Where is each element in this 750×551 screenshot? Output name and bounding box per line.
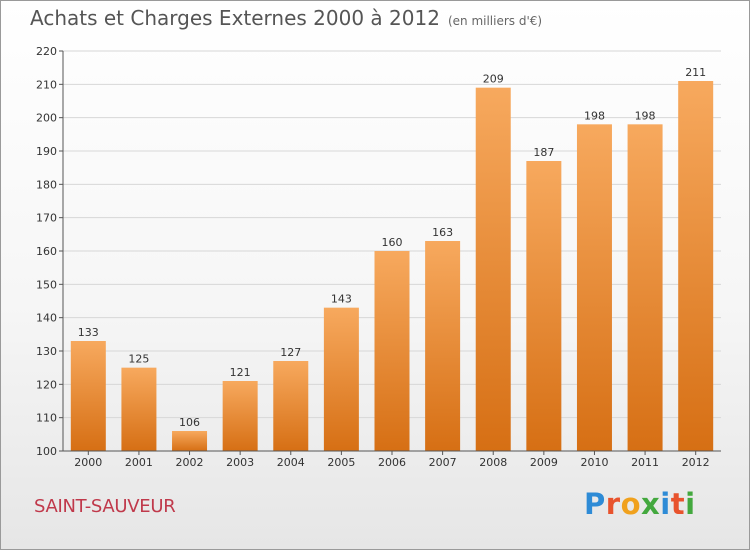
bar-2004 [273,361,309,451]
location-name: SAINT-SAUVEUR [34,496,176,517]
chart-title: Achats et Charges Externes 2000 à 2012 (e… [30,6,542,30]
logo-letter: x [641,487,661,521]
x-tick-label: 2004 [277,456,305,469]
logo-letter: P [584,487,606,521]
bar-2006 [374,251,410,451]
value-label: 187 [533,146,554,159]
y-tick-label: 220 [36,45,57,58]
value-label: 143 [331,293,352,306]
y-tick-label: 130 [36,345,57,358]
y-tick-label: 110 [36,412,57,425]
x-tick-label: 2005 [327,456,355,469]
proxiti-logo: Proxiti [584,487,696,521]
x-tick-label: 2010 [580,456,608,469]
x-tick-label: 2002 [176,456,204,469]
y-tick-label: 120 [36,378,57,391]
value-label: 209 [483,73,504,86]
x-tick-label: 2000 [74,456,102,469]
axes [59,50,721,455]
value-label: 125 [128,353,149,366]
value-label: 211 [685,66,706,79]
y-tick-label: 160 [36,245,57,258]
bar-2002 [172,431,208,451]
bar-2008 [475,87,511,452]
x-tick-label: 2003 [226,456,254,469]
x-tick-label: 2006 [378,456,406,469]
y-tick-label: 180 [36,178,57,191]
bar-2000 [70,341,106,451]
bar-2001 [121,367,157,451]
value-label: 198 [635,109,656,122]
bar-2010 [576,124,612,451]
labels: 100 110 120 130 140 150 160 170 180 190 200 210 220 1… [36,45,710,469]
y-tick-label: 170 [36,212,57,225]
bar-2007 [425,241,461,451]
bar-2003 [222,381,258,451]
logo-letter: o [620,487,642,521]
chart-subtitle: (en milliers d'€) [447,14,543,28]
value-label: 121 [230,366,251,379]
value-label: 160 [382,236,403,249]
bar-2011 [627,124,663,451]
bar-2005 [323,307,359,451]
x-tick-label: 2012 [682,456,710,469]
y-tick-label: 140 [36,312,57,325]
value-label: 127 [280,346,301,359]
logo-letter: t [670,487,686,521]
y-tick-label: 190 [36,145,57,158]
value-label: 106 [179,416,200,429]
y-tick-label: 210 [36,78,57,91]
logo-letter: i [660,487,671,521]
x-tick-label: 2001 [125,456,153,469]
value-label: 133 [78,326,99,339]
value-label: 198 [584,109,605,122]
bar-2009 [526,161,562,451]
y-tick-label: 200 [36,112,57,125]
x-tick-label: 2007 [429,456,457,469]
y-tick-label: 150 [36,278,57,291]
x-tick-label: 2008 [479,456,507,469]
x-tick-label: 2011 [631,456,659,469]
logo-letter: i [685,487,696,521]
value-label: 163 [432,226,453,239]
y-tick-label: 100 [36,445,57,458]
x-tick-label: 2009 [530,456,558,469]
chart-title-text: Achats et Charges Externes 2000 à 2012 [30,6,440,30]
logo-letter: r [605,487,621,521]
bars [70,81,714,452]
bar-2012 [678,81,714,451]
